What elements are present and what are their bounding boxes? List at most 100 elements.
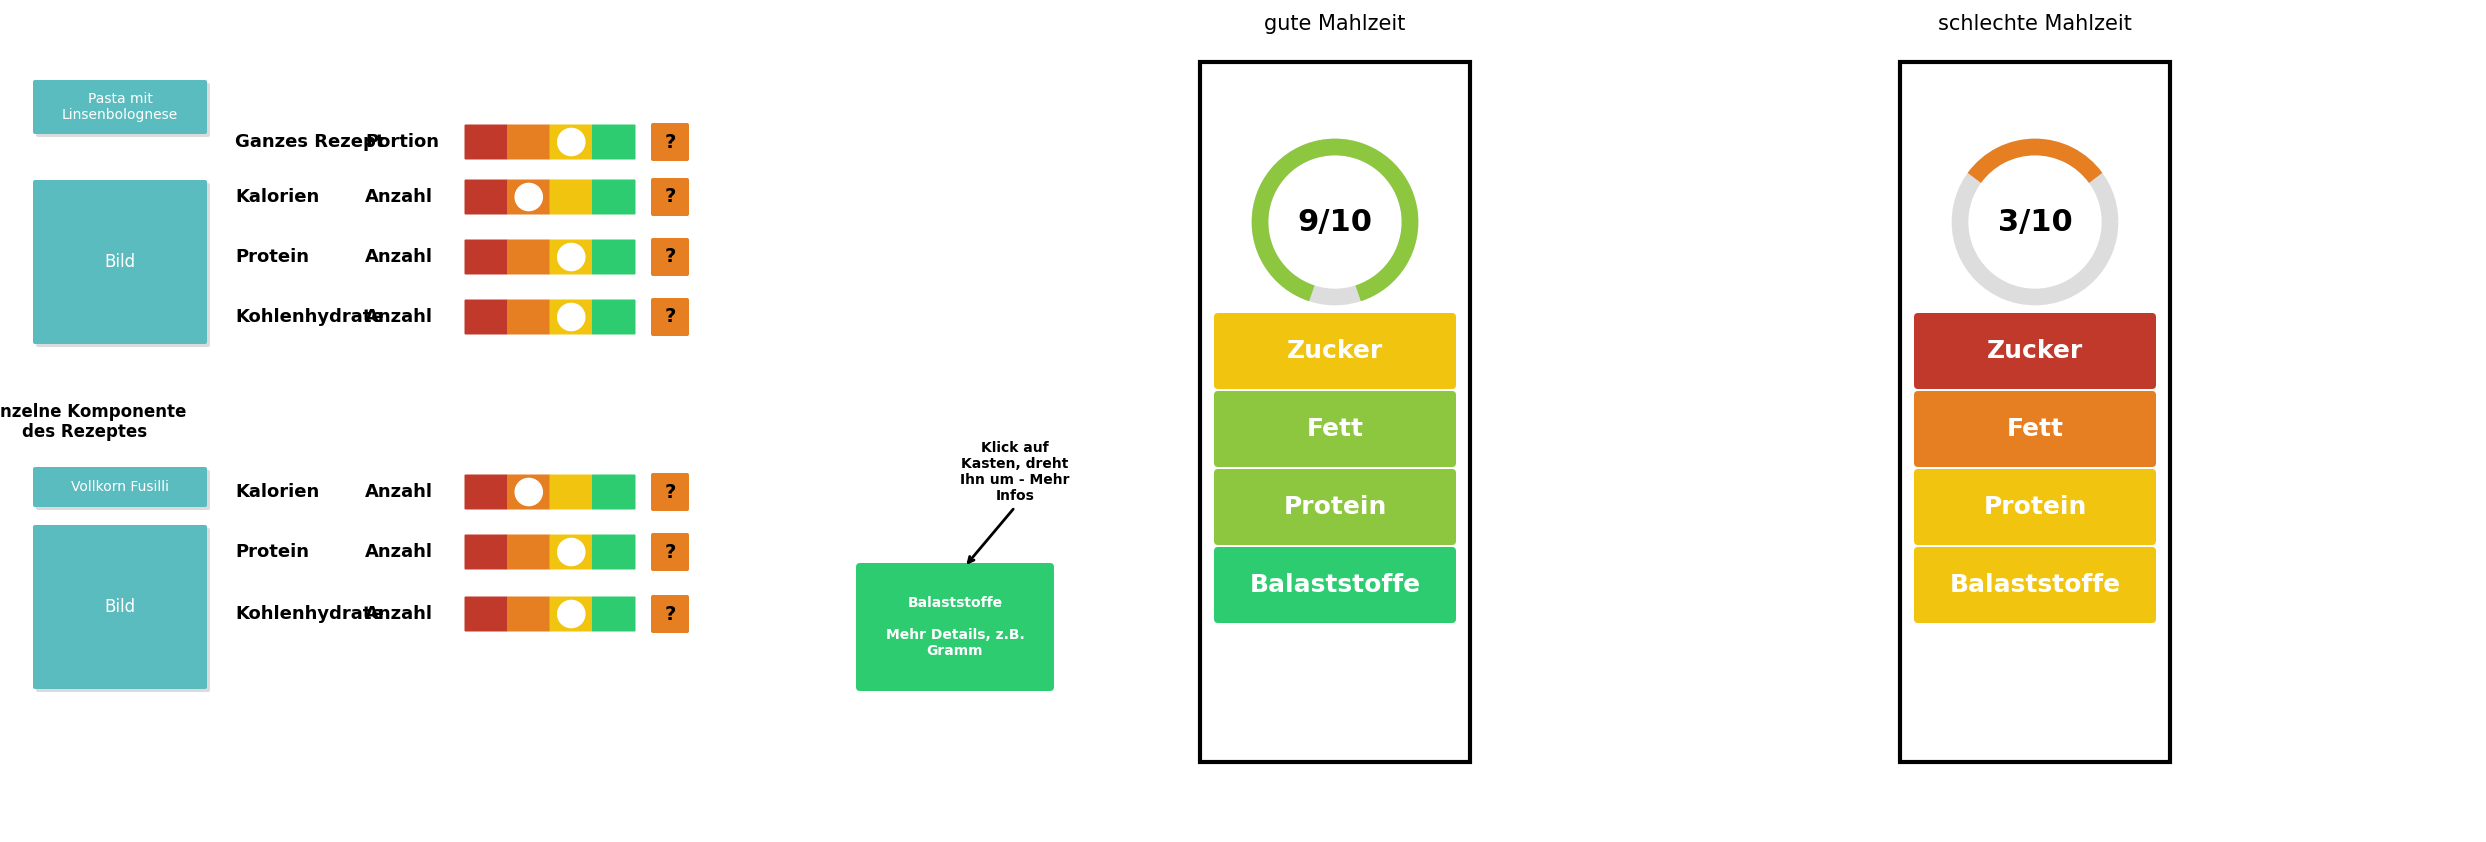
Circle shape bbox=[515, 478, 542, 505]
FancyBboxPatch shape bbox=[465, 300, 507, 334]
Text: Anzahl: Anzahl bbox=[365, 188, 433, 206]
Bar bbox=[1201, 62, 1469, 762]
FancyBboxPatch shape bbox=[1914, 391, 2155, 467]
FancyBboxPatch shape bbox=[1914, 469, 2155, 545]
Text: Anzahl: Anzahl bbox=[365, 483, 433, 501]
FancyBboxPatch shape bbox=[1213, 391, 1457, 467]
FancyBboxPatch shape bbox=[465, 475, 507, 509]
Text: 9/10: 9/10 bbox=[1298, 207, 1372, 237]
FancyBboxPatch shape bbox=[651, 595, 689, 633]
FancyBboxPatch shape bbox=[35, 83, 209, 137]
FancyBboxPatch shape bbox=[651, 473, 689, 511]
Text: Fett: Fett bbox=[1308, 417, 1362, 441]
FancyBboxPatch shape bbox=[35, 470, 209, 510]
Text: Protein: Protein bbox=[1984, 495, 2086, 519]
FancyBboxPatch shape bbox=[592, 535, 636, 569]
Circle shape bbox=[515, 184, 542, 210]
Text: ?: ? bbox=[664, 542, 676, 562]
Text: ?: ? bbox=[664, 307, 676, 327]
Text: ?: ? bbox=[664, 188, 676, 206]
Text: Kohlenhydrate: Kohlenhydrate bbox=[236, 605, 383, 623]
Text: Protein: Protein bbox=[236, 248, 308, 266]
Text: 3/10: 3/10 bbox=[1999, 207, 2073, 237]
FancyBboxPatch shape bbox=[549, 125, 594, 159]
FancyBboxPatch shape bbox=[507, 535, 549, 569]
Text: Bild: Bild bbox=[104, 253, 137, 271]
FancyBboxPatch shape bbox=[592, 475, 636, 509]
Text: ?: ? bbox=[664, 248, 676, 267]
Text: Protein: Protein bbox=[1283, 495, 1387, 519]
FancyBboxPatch shape bbox=[507, 596, 549, 632]
FancyBboxPatch shape bbox=[592, 596, 636, 632]
Text: Kalorien: Kalorien bbox=[236, 188, 318, 206]
FancyBboxPatch shape bbox=[1213, 313, 1457, 389]
FancyBboxPatch shape bbox=[1914, 313, 2155, 389]
FancyBboxPatch shape bbox=[507, 125, 549, 159]
FancyBboxPatch shape bbox=[507, 239, 549, 274]
FancyBboxPatch shape bbox=[465, 535, 507, 569]
FancyBboxPatch shape bbox=[1213, 547, 1457, 623]
FancyBboxPatch shape bbox=[1914, 547, 2155, 623]
FancyBboxPatch shape bbox=[549, 239, 594, 274]
FancyBboxPatch shape bbox=[465, 125, 507, 159]
Text: Anzahl: Anzahl bbox=[365, 308, 433, 326]
FancyBboxPatch shape bbox=[549, 300, 594, 334]
Text: Fett: Fett bbox=[2006, 417, 2063, 441]
Circle shape bbox=[557, 303, 584, 331]
FancyBboxPatch shape bbox=[592, 239, 636, 274]
FancyBboxPatch shape bbox=[549, 179, 594, 215]
FancyBboxPatch shape bbox=[465, 239, 507, 274]
FancyBboxPatch shape bbox=[651, 298, 689, 336]
FancyBboxPatch shape bbox=[592, 300, 636, 334]
FancyBboxPatch shape bbox=[549, 535, 594, 569]
Text: gute Mahlzeit: gute Mahlzeit bbox=[1265, 14, 1405, 34]
Text: Anzahl: Anzahl bbox=[365, 605, 433, 623]
FancyBboxPatch shape bbox=[35, 183, 209, 347]
Text: Balaststoffe

Mehr Details, z.B.
Gramm: Balaststoffe Mehr Details, z.B. Gramm bbox=[885, 595, 1024, 658]
Text: ?: ? bbox=[664, 605, 676, 623]
Text: Einzelne Komponente
des Rezeptes: Einzelne Komponente des Rezeptes bbox=[0, 402, 186, 441]
FancyBboxPatch shape bbox=[32, 180, 206, 344]
FancyBboxPatch shape bbox=[549, 596, 594, 632]
Text: schlechte Mahlzeit: schlechte Mahlzeit bbox=[1939, 14, 2133, 34]
Bar bbox=[1899, 62, 2170, 762]
FancyBboxPatch shape bbox=[465, 596, 507, 632]
Circle shape bbox=[557, 128, 584, 156]
Text: Vollkorn Fusilli: Vollkorn Fusilli bbox=[72, 480, 169, 494]
FancyBboxPatch shape bbox=[32, 80, 206, 134]
FancyBboxPatch shape bbox=[465, 179, 507, 215]
Text: Portion: Portion bbox=[365, 133, 440, 151]
Text: Balaststoffe: Balaststoffe bbox=[1949, 573, 2121, 597]
FancyBboxPatch shape bbox=[592, 125, 636, 159]
FancyBboxPatch shape bbox=[32, 525, 206, 689]
Text: Kalorien: Kalorien bbox=[236, 483, 318, 501]
Text: Anzahl: Anzahl bbox=[365, 543, 433, 561]
FancyBboxPatch shape bbox=[651, 238, 689, 276]
FancyBboxPatch shape bbox=[549, 475, 594, 509]
Text: Zucker: Zucker bbox=[1986, 339, 2083, 363]
Text: Ganzes Rezept: Ganzes Rezept bbox=[236, 133, 385, 151]
Circle shape bbox=[557, 243, 584, 270]
FancyBboxPatch shape bbox=[1213, 469, 1457, 545]
FancyBboxPatch shape bbox=[507, 179, 549, 215]
Text: Zucker: Zucker bbox=[1288, 339, 1382, 363]
FancyBboxPatch shape bbox=[651, 533, 689, 571]
Circle shape bbox=[557, 538, 584, 566]
FancyBboxPatch shape bbox=[32, 467, 206, 507]
Text: Protein: Protein bbox=[236, 543, 308, 561]
Text: Klick auf
Kasten, dreht
Ihn um - Mehr
Infos: Klick auf Kasten, dreht Ihn um - Mehr In… bbox=[960, 440, 1069, 504]
FancyBboxPatch shape bbox=[35, 528, 209, 692]
Circle shape bbox=[557, 600, 584, 627]
Text: Bild: Bild bbox=[104, 598, 137, 616]
Text: Kohlenhydrate: Kohlenhydrate bbox=[236, 308, 383, 326]
Text: Balaststoffe: Balaststoffe bbox=[1250, 573, 1420, 597]
FancyBboxPatch shape bbox=[651, 123, 689, 161]
FancyBboxPatch shape bbox=[592, 179, 636, 215]
FancyBboxPatch shape bbox=[855, 563, 1054, 691]
Text: ?: ? bbox=[664, 132, 676, 152]
FancyBboxPatch shape bbox=[651, 178, 689, 216]
Text: Anzahl: Anzahl bbox=[365, 248, 433, 266]
FancyBboxPatch shape bbox=[507, 300, 549, 334]
Text: Pasta mit
Linsenbolognese: Pasta mit Linsenbolognese bbox=[62, 92, 179, 122]
FancyBboxPatch shape bbox=[507, 475, 549, 509]
